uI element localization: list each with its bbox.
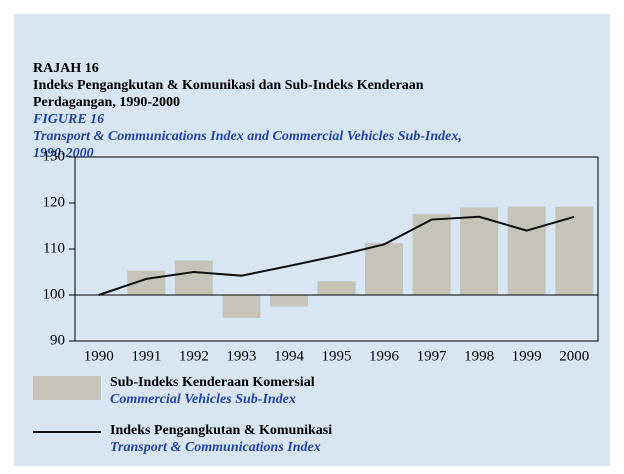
x-tick-label: 2000 <box>559 348 589 364</box>
y-tick-label: 100 <box>43 286 66 302</box>
chart-subtitle: 1990-2000 <box>33 146 94 161</box>
chart-title: Indeks Pengangkutan & Komunikasi dan Sub… <box>33 78 424 93</box>
x-tick-label: 1995 <box>322 348 352 364</box>
bar <box>365 243 404 295</box>
chart-subtitle: Transport & Communications Index and Com… <box>33 129 462 144</box>
x-tick-label: 1993 <box>226 348 256 364</box>
chart-subtitle: FIGURE 16 <box>32 112 104 127</box>
x-tick-label: 1997 <box>417 348 448 364</box>
legend-swatch <box>33 376 101 400</box>
legend-label: Sub-Indeks Kenderaan Komersial <box>110 375 315 390</box>
x-tick-label: 1996 <box>369 348 400 364</box>
chart-title: Perdagangan, 1990-2000 <box>33 95 180 110</box>
x-tick-label: 1999 <box>512 348 542 364</box>
y-tick-label: 130 <box>43 148 66 164</box>
legend-label: Indeks Pengangkutan & Komunikasi <box>110 423 332 438</box>
bar <box>460 207 499 295</box>
x-tick-label: 1994 <box>274 348 305 364</box>
y-tick-label: 90 <box>50 332 65 348</box>
y-tick-label: 110 <box>43 240 65 256</box>
x-tick-label: 1991 <box>131 348 161 364</box>
legend-label: Transport & Communications Index <box>110 440 321 455</box>
line <box>98 215 575 296</box>
x-tick-label: 1998 <box>464 348 494 364</box>
bar <box>412 214 451 295</box>
bar <box>222 295 261 318</box>
x-tick-label: 1992 <box>179 348 209 364</box>
legend-label: Commercial Vehicles Sub-Index <box>110 392 296 407</box>
chart-title: RAJAH 16 <box>33 61 99 76</box>
x-tick-label: 1990 <box>84 348 114 364</box>
bar <box>174 260 213 295</box>
bar <box>317 281 356 295</box>
bar <box>269 295 308 307</box>
bar <box>507 206 546 295</box>
y-tick-label: 120 <box>43 194 66 210</box>
